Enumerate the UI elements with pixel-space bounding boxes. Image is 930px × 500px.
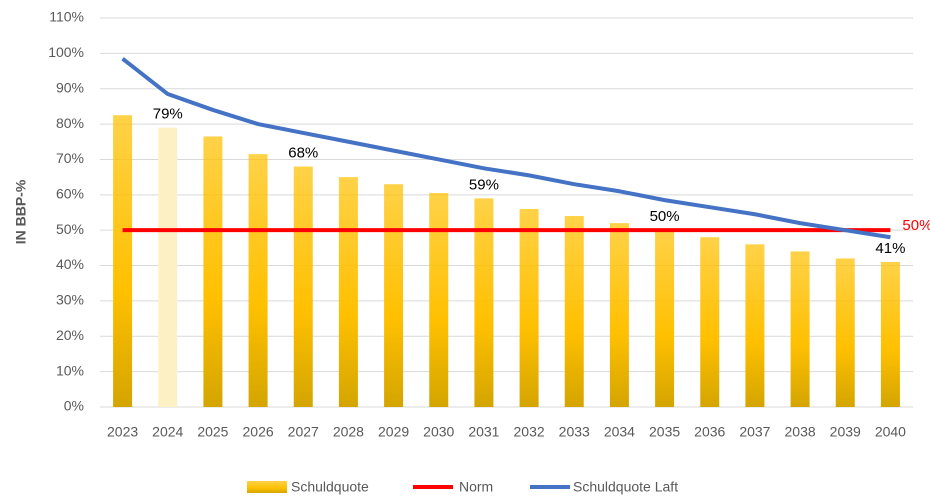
- y-tick-label: 60%: [56, 186, 84, 202]
- x-tick-label: 2038: [785, 424, 816, 440]
- data-label: 50%: [902, 217, 930, 234]
- legend-label: Schuldquote Laft: [573, 479, 678, 495]
- x-tick-label: 2037: [739, 424, 770, 440]
- legend-label: Norm: [459, 479, 493, 495]
- y-tick-label: 20%: [56, 327, 84, 343]
- x-tick-label: 2032: [514, 424, 545, 440]
- bar: [745, 244, 765, 407]
- data-label: 79%: [153, 106, 183, 123]
- x-tick-label: 2023: [107, 424, 138, 440]
- x-tick-label: 2033: [559, 424, 590, 440]
- y-tick-label: 90%: [56, 79, 84, 95]
- y-tick-label: 100%: [48, 44, 84, 60]
- data-label: 41%: [875, 240, 905, 257]
- y-tick-label: 70%: [56, 150, 84, 166]
- bar: [203, 136, 223, 407]
- bar: [835, 258, 855, 407]
- bar: [700, 237, 720, 407]
- y-tick-label: 80%: [56, 115, 84, 131]
- legend-swatch: [247, 481, 287, 493]
- bar: [564, 216, 584, 407]
- bar: [519, 208, 539, 407]
- x-tick-label: 2029: [378, 424, 409, 440]
- bar: [158, 127, 178, 408]
- x-tick-label: 2024: [152, 424, 183, 440]
- bar: [474, 198, 494, 407]
- bar: [293, 166, 313, 407]
- x-tick-label: 2030: [423, 424, 454, 440]
- x-tick-label: 2039: [830, 424, 861, 440]
- x-tick-label: 2027: [288, 424, 319, 440]
- x-tick-label: 2040: [875, 424, 906, 440]
- bar: [655, 230, 675, 407]
- x-tick-label: 2028: [333, 424, 364, 440]
- y-axis-label: IN BBP-%: [13, 179, 29, 244]
- data-label: 59%: [469, 176, 499, 193]
- y-tick-label: 110%: [49, 9, 84, 25]
- y-tick-label: 50%: [56, 221, 84, 237]
- y-tick-label: 10%: [56, 362, 84, 378]
- x-tick-label: 2026: [243, 424, 274, 440]
- x-tick-label: 2031: [468, 424, 499, 440]
- bar: [609, 223, 629, 407]
- line: [121, 57, 891, 240]
- bar: [429, 193, 449, 407]
- bar: [880, 262, 900, 407]
- y-tick-label: 40%: [56, 256, 84, 272]
- x-tick-label: 2035: [649, 424, 680, 440]
- x-tick-label: 2025: [197, 424, 228, 440]
- bar: [384, 184, 404, 407]
- bar: [338, 177, 358, 407]
- data-label: 50%: [650, 208, 680, 225]
- x-tick-label: 2034: [604, 424, 635, 440]
- bar: [248, 154, 268, 407]
- bar: [113, 115, 133, 407]
- data-label: 68%: [288, 144, 318, 161]
- y-tick-label: 0%: [64, 398, 84, 414]
- y-tick-label: 30%: [56, 292, 84, 308]
- x-tick-label: 2036: [694, 424, 725, 440]
- legend-label: Schuldquote: [291, 479, 369, 495]
- bar: [790, 251, 810, 407]
